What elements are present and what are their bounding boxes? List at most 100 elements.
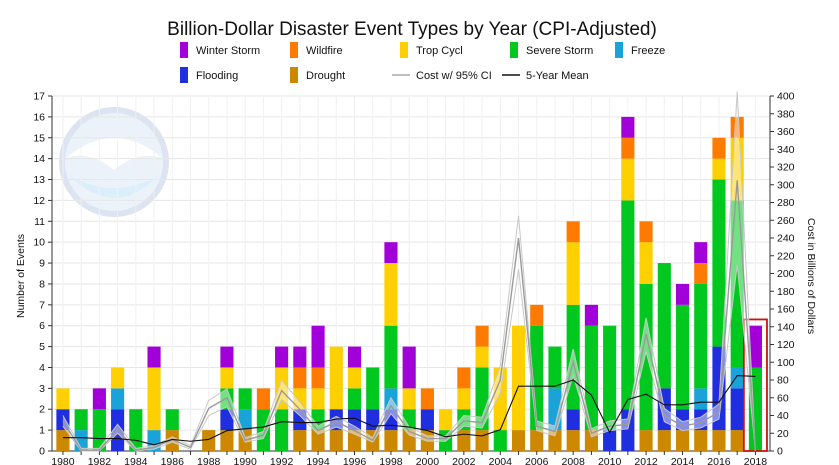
y-left-tick-label: 7: [39, 299, 45, 311]
y-right-tick-label: 320: [777, 162, 795, 174]
bar-segment-severe-storm: [694, 283, 708, 389]
bar-segment-drought: [730, 430, 744, 451]
bar-segment-drought: [420, 430, 434, 451]
bar-segment-winter-storm: [147, 346, 161, 368]
bar-segment-drought: [566, 430, 580, 451]
bar-segment-severe-storm: [730, 200, 744, 368]
y-axis-right-label: Cost in Billions of Dollars: [805, 218, 817, 334]
bar-segment-winter-storm: [402, 346, 416, 389]
bar-segment-wildfire: [530, 304, 544, 326]
x-tick-label: 2010: [598, 456, 622, 465]
x-tick-label: 1992: [270, 456, 294, 465]
five-year-mean-line: [62, 374, 756, 446]
y-right-tick-label: 0: [777, 446, 783, 458]
bar-segment-severe-storm: [675, 304, 690, 410]
bar-segment-trop-cycl: [293, 388, 307, 410]
bar-segment-winter-storm: [293, 346, 307, 368]
bar-segment-flooding: [293, 409, 307, 431]
bar-segment-wildfire: [621, 137, 635, 159]
bar-segment-severe-storm: [493, 430, 507, 451]
legend-swatch: [180, 42, 188, 58]
bar-segment-severe-storm: [584, 325, 598, 431]
y-right-tick-label: 400: [777, 91, 795, 103]
legend: Winter Storm Wildfire Trop Cycl Severe Stor…: [180, 42, 665, 83]
x-tick-label: 2012: [634, 456, 658, 465]
bar-segment-drought: [402, 430, 416, 451]
y-left-tick-label: 9: [39, 258, 45, 270]
x-tick-label: 2004: [489, 456, 513, 465]
y-right-tick-label: 60: [777, 392, 789, 404]
bar-segment-trop-cycl: [639, 242, 653, 284]
bar-segment-trop-cycl: [493, 367, 507, 431]
legend-label: Flooding: [196, 70, 238, 82]
y-right-tick-label: 180: [777, 286, 795, 298]
bar-segment-severe-storm: [92, 409, 106, 451]
y-left-tick-label: 17: [33, 91, 45, 103]
chart-title: Billion-Dollar Disaster Event Types by Y…: [167, 19, 657, 40]
x-tick-label: 2014: [671, 456, 695, 465]
y-right-tick-label: 200: [777, 268, 795, 280]
bar-segment-severe-storm: [621, 200, 635, 410]
bar-segment-winter-storm: [92, 388, 106, 410]
lines-group: [62, 91, 757, 452]
bar-segment-severe-storm: [639, 283, 653, 431]
bar-segment-severe-storm: [384, 325, 398, 389]
bar-segment-drought: [384, 430, 398, 451]
bar-segment-trop-cycl: [384, 263, 398, 326]
y-left-tick-label: 1: [39, 425, 45, 437]
bar-segment-drought: [56, 430, 70, 451]
bar-segment-drought: [311, 430, 325, 451]
y-left-tick-label: 2: [39, 404, 45, 416]
bar-segment-winter-storm: [220, 346, 234, 368]
bar-segment-winter-storm: [275, 346, 289, 368]
legend-label: Winter Storm: [196, 45, 260, 57]
bar-segment-wildfire: [311, 367, 325, 389]
y-left-tick-label: 0: [39, 446, 45, 458]
y-left-tick-label: 5: [39, 341, 45, 353]
bar-segment-severe-storm: [74, 409, 88, 431]
bar-segment-drought: [511, 430, 526, 451]
bar-segment-trop-cycl: [621, 158, 635, 201]
x-tick-label: 2016: [707, 456, 731, 465]
x-tick-label: 2000: [416, 456, 440, 465]
bar-segment-freeze: [694, 388, 708, 410]
y-right-tick-label: 380: [777, 108, 795, 120]
bar-segment-wildfire: [475, 325, 489, 347]
legend-label: Cost w/ 95% CI: [416, 70, 492, 82]
y-left-tick-label: 3: [39, 383, 45, 395]
x-tick-label: 1990: [233, 456, 257, 465]
bar-segment-trop-cycl: [712, 158, 726, 180]
bar-segment-severe-storm: [402, 409, 416, 431]
bar-segment-wildfire: [639, 221, 653, 243]
y-left-tick-label: 12: [33, 195, 45, 207]
y-left-tick-label: 16: [33, 111, 45, 123]
bar-segment-freeze: [111, 388, 125, 410]
bar-segment-flooding: [566, 409, 580, 431]
bar-segment-severe-storm: [548, 346, 562, 389]
y-right-tick-label: 340: [777, 144, 795, 156]
bar-segment-drought: [457, 430, 471, 451]
bar-segment-severe-storm: [347, 388, 362, 410]
legend-label: Freeze: [631, 45, 665, 57]
bar-segment-winter-storm: [675, 283, 690, 305]
bar-segment-freeze: [238, 409, 252, 431]
x-tick-label: 1986: [161, 456, 185, 465]
legend-swatch: [290, 42, 298, 58]
legend-label: Wildfire: [306, 45, 343, 57]
bar-segment-wildfire: [730, 116, 744, 138]
bar-segment-wildfire: [293, 367, 307, 389]
y-left-tick-label: 13: [33, 174, 45, 186]
bar-segment-wildfire: [566, 221, 580, 243]
bar-segment-drought: [475, 430, 489, 451]
bar-segment-drought: [675, 430, 690, 451]
y-right-tick-label: 300: [777, 179, 795, 191]
y-right-tick-label: 280: [777, 197, 795, 209]
bar-segment-severe-storm: [366, 367, 380, 410]
y-left-tick-label: 11: [34, 216, 45, 228]
bar-segment-severe-storm: [603, 325, 617, 431]
legend-swatch: [180, 67, 188, 83]
bar-segment-trop-cycl: [220, 367, 234, 389]
x-tick-label: 1994: [306, 456, 330, 465]
y-right-tick-label: 20: [777, 428, 789, 440]
y-right-tick-label: 100: [777, 357, 795, 369]
